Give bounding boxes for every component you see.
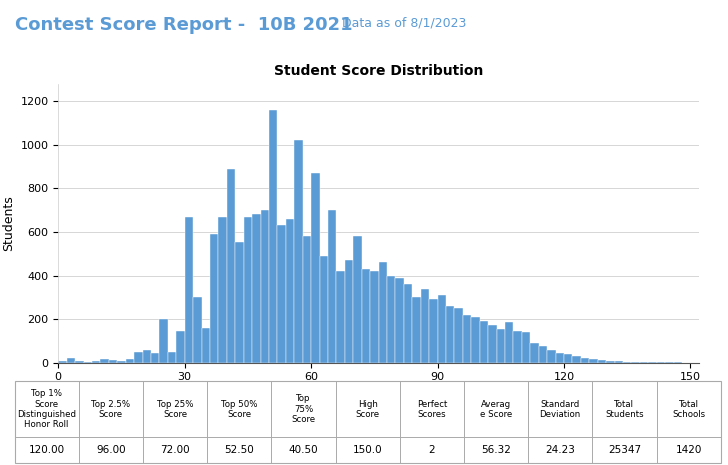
Text: Top 25%
Score: Top 25% Score [157,399,194,419]
Bar [404,284,412,363]
Bar [581,359,589,363]
Text: Standard
Deviation: Standard Deviation [539,399,581,419]
Bar [614,361,623,363]
Bar [286,219,294,363]
Bar [134,352,143,363]
Text: 96.00: 96.00 [96,445,126,455]
Text: 52.50: 52.50 [224,445,254,455]
Text: 1420: 1420 [676,445,702,455]
Bar [210,234,218,363]
Bar [387,275,395,363]
Bar [126,359,134,363]
Bar [227,169,235,363]
Text: 56.32: 56.32 [481,445,511,455]
Bar [176,331,185,363]
Bar [623,362,631,363]
Bar [463,315,471,363]
Bar [488,325,496,363]
Bar [277,226,286,363]
Bar [370,271,379,363]
Bar [168,352,176,363]
Bar [294,140,303,363]
Text: 120.00: 120.00 [28,445,65,455]
Bar [328,210,336,363]
Bar [446,306,454,363]
Bar [429,299,438,363]
Text: 2: 2 [429,445,435,455]
Bar [303,236,311,363]
Text: Averag
e Score: Averag e Score [480,399,513,419]
Bar [269,110,277,363]
Bar [92,361,100,363]
Text: 24.23: 24.23 [545,445,575,455]
Bar [438,295,446,363]
Bar [539,346,547,363]
Text: High
Score: High Score [355,399,380,419]
Bar [513,331,522,363]
Bar [235,242,244,363]
Bar [185,217,193,363]
Text: Top 1%
Score
Distinguished
Honor Roll: Top 1% Score Distinguished Honor Roll [17,389,76,429]
Bar [522,332,530,363]
Bar [143,350,151,363]
Text: 72.00: 72.00 [160,445,190,455]
Bar [454,308,463,363]
Bar [496,329,505,363]
Text: Perfect
Scores: Perfect Scores [416,399,447,419]
Text: Total
Students: Total Students [605,399,644,419]
Bar [589,359,598,363]
Bar [117,360,126,363]
Title: Student Score Distribution: Student Score Distribution [274,64,483,79]
Bar [311,173,320,363]
Bar [505,322,513,363]
Text: 150.0: 150.0 [353,445,382,455]
Bar [261,210,269,363]
Bar [252,214,261,363]
Text: Contest Score Report -  10B 2021: Contest Score Report - 10B 2021 [15,16,352,34]
Bar [530,343,539,363]
Y-axis label: Students: Students [2,195,15,251]
Bar [395,278,404,363]
Bar [412,297,421,363]
Bar [218,217,227,363]
Bar [151,353,159,363]
Bar [336,271,345,363]
Bar [564,354,572,363]
X-axis label: Score: Score [361,388,396,401]
Bar [480,321,488,363]
Bar [555,353,564,363]
Bar [345,260,353,363]
Bar [58,360,67,363]
Bar [379,262,387,363]
Bar [202,328,210,363]
Bar [159,319,168,363]
Bar [631,362,640,363]
Bar [244,217,252,363]
Bar [606,360,614,363]
Bar [320,256,328,363]
Bar [100,359,108,363]
Bar [67,359,75,363]
Bar [84,362,92,363]
Text: Top 50%
Score: Top 50% Score [221,399,258,419]
Bar [193,297,202,363]
Bar [572,356,581,363]
Bar [108,360,117,363]
Bar [547,350,555,363]
Bar [598,360,606,363]
Text: Data as of 8/1/2023: Data as of 8/1/2023 [342,16,467,29]
Text: Top 2.5%
Score: Top 2.5% Score [91,399,130,419]
Bar [640,362,649,363]
Text: 25347: 25347 [608,445,641,455]
Bar [353,236,362,363]
Bar [421,289,429,363]
Text: Total
Schools: Total Schools [672,399,705,419]
Bar [362,269,370,363]
Text: Top
75%
Score: Top 75% Score [291,394,315,424]
Bar [471,317,480,363]
Bar [75,360,84,363]
Text: 40.50: 40.50 [288,445,318,455]
